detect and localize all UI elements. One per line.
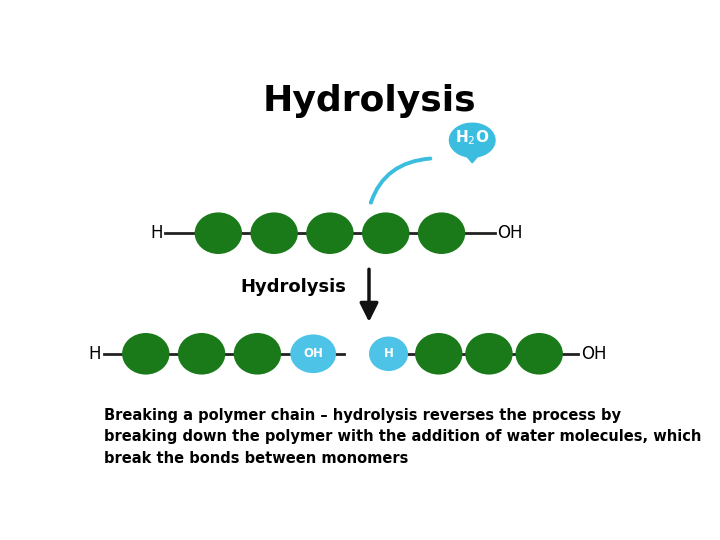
Ellipse shape: [178, 333, 225, 375]
Text: H: H: [384, 347, 393, 360]
Text: H$_2$O: H$_2$O: [455, 129, 490, 147]
Ellipse shape: [516, 333, 563, 375]
Text: OH: OH: [581, 345, 606, 363]
FancyArrowPatch shape: [371, 159, 431, 202]
Ellipse shape: [122, 333, 169, 375]
Text: H: H: [89, 345, 101, 363]
Text: Hydrolysis: Hydrolysis: [262, 84, 476, 118]
Text: Breaking a polymer chain – hydrolysis reverses the process by
breaking down the : Breaking a polymer chain – hydrolysis re…: [104, 408, 701, 466]
Ellipse shape: [418, 212, 465, 254]
Text: OH: OH: [498, 224, 523, 242]
Ellipse shape: [251, 212, 298, 254]
Polygon shape: [449, 123, 495, 157]
Text: Hydrolysis: Hydrolysis: [240, 278, 347, 296]
Ellipse shape: [194, 212, 242, 254]
Ellipse shape: [306, 212, 354, 254]
Ellipse shape: [369, 336, 408, 371]
Ellipse shape: [234, 333, 281, 375]
Text: H: H: [150, 224, 163, 242]
Text: OH: OH: [303, 347, 323, 360]
Ellipse shape: [362, 212, 410, 254]
Ellipse shape: [290, 334, 336, 373]
Ellipse shape: [465, 333, 513, 375]
Polygon shape: [453, 140, 492, 163]
Ellipse shape: [415, 333, 462, 375]
